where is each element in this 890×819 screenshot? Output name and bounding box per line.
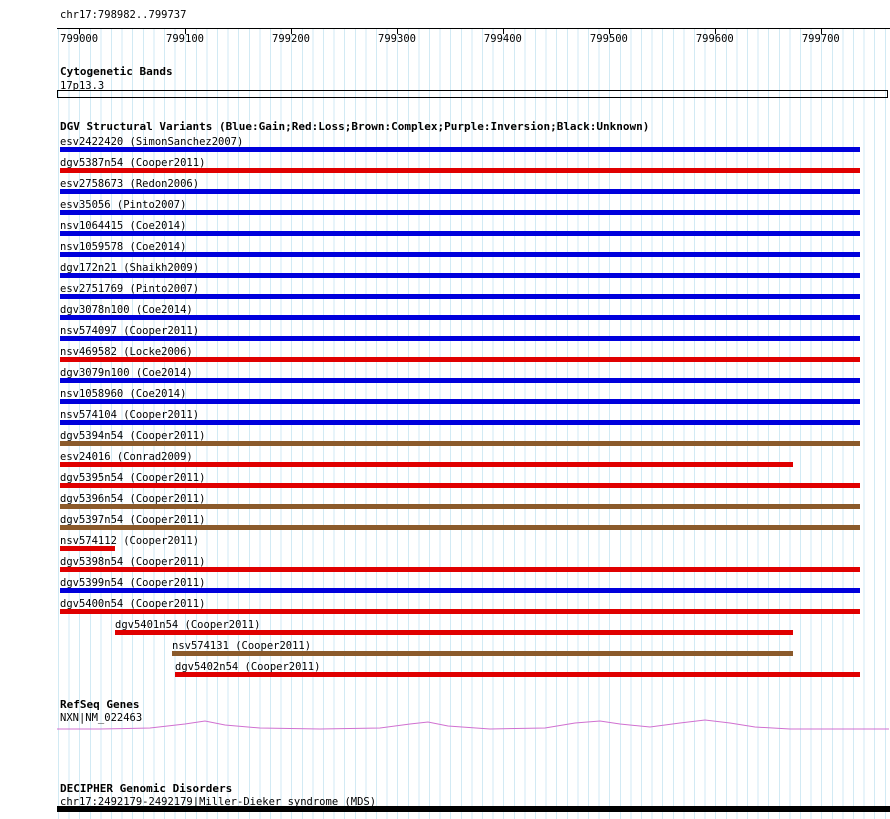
dgv-feature-label: dgv5402n54 (Cooper2011) <box>175 661 321 673</box>
cytoband-track-title: Cytogenetic Bands <box>60 65 173 78</box>
dgv-feature-bar[interactable] <box>60 294 860 299</box>
ruler-tick-label: 799600 <box>695 33 734 45</box>
dgv-feature-label: dgv3078n100 (Coe2014) <box>60 304 193 316</box>
ruler-tick-label: 799400 <box>483 33 522 45</box>
dgv-feature-bar[interactable] <box>60 252 860 257</box>
ruler-tick-label: 799500 <box>589 33 628 45</box>
ruler-tick <box>820 28 822 34</box>
decipher-feature-bar[interactable] <box>57 806 890 812</box>
dgv-feature-label: esv2422420 (SimonSanchez2007) <box>60 136 244 148</box>
dgv-feature-bar[interactable] <box>60 378 860 383</box>
dgv-feature-label: dgv5397n54 (Cooper2011) <box>60 514 206 526</box>
dgv-feature-bar[interactable] <box>172 651 793 656</box>
ruler-tick <box>185 28 186 34</box>
dgv-feature-label: nsv1058960 (Coe2014) <box>60 388 187 400</box>
ruler-tick-label: 799200 <box>272 33 310 45</box>
dgv-feature-label: dgv5400n54 (Cooper2011) <box>60 598 206 610</box>
dgv-feature-bar[interactable] <box>60 609 860 614</box>
ruler-tick <box>714 28 716 34</box>
dgv-feature-label: dgv5387n54 (Cooper2011) <box>60 157 206 169</box>
dgv-feature-label: nsv574104 (Cooper2011) <box>60 409 200 421</box>
ruler-tick-label: 799700 <box>801 33 840 45</box>
dgv-feature-label: esv2758673 (Redon2006) <box>60 178 200 190</box>
dgv-feature-label: dgv3079n100 (Coe2014) <box>60 367 193 379</box>
dgv-feature-bar[interactable] <box>60 504 860 509</box>
dgv-feature-bar[interactable] <box>60 336 860 341</box>
dgv-feature-bar[interactable] <box>175 672 860 677</box>
dgv-feature-label: dgv5398n54 (Cooper2011) <box>60 556 206 568</box>
ruler-tick <box>502 28 504 34</box>
dgv-feature-bar[interactable] <box>60 273 860 278</box>
dgv-feature-bar[interactable] <box>60 441 860 446</box>
dgv-feature-bar[interactable] <box>60 462 793 467</box>
dgv-feature-label: nsv1064415 (Coe2014) <box>60 220 187 232</box>
dgv-feature-bar[interactable] <box>60 588 860 593</box>
dgv-feature-label: esv24016 (Conrad2009) <box>60 451 193 463</box>
dgv-feature-bar[interactable] <box>60 315 860 320</box>
dgv-feature-label: esv35056 (Pinto2007) <box>60 199 187 211</box>
ruler-tick <box>397 28 398 34</box>
cytoband-glyph[interactable] <box>57 90 888 98</box>
dgv-feature-bar[interactable] <box>60 483 860 488</box>
dgv-feature-label: dgv5395n54 (Cooper2011) <box>60 472 206 484</box>
dgv-feature-bar[interactable] <box>60 399 860 404</box>
dgv-feature-bar[interactable] <box>60 210 860 215</box>
dgv-feature-bar[interactable] <box>60 546 115 551</box>
dgv-track-title: DGV Structural Variants (Blue:Gain;Red:L… <box>60 120 650 133</box>
decipher-feature-label: chr17:2492179-2492179|Miller-Dieker synd… <box>60 796 377 808</box>
decipher-track-title: DECIPHER Genomic Disorders <box>60 782 233 795</box>
dgv-feature-bar[interactable] <box>60 168 860 173</box>
ruler-tick-label: 799000 <box>60 33 99 45</box>
dgv-feature-bar[interactable] <box>115 630 793 635</box>
ruler-tick-label: 799300 <box>378 33 416 45</box>
dgv-feature-label: nsv574131 (Cooper2011) <box>172 640 312 652</box>
refseq-track-title: RefSeq Genes <box>60 698 140 711</box>
dgv-feature-label: nsv574097 (Cooper2011) <box>60 325 200 337</box>
ruler-line <box>57 28 890 29</box>
refseq-gene-label: NXN|NM_022463 <box>60 712 143 724</box>
dgv-feature-bar[interactable] <box>60 189 860 194</box>
dgv-feature-bar[interactable] <box>60 147 860 152</box>
dgv-feature-label: esv2751769 (Pinto2007) <box>60 283 200 295</box>
dgv-feature-label: dgv5399n54 (Cooper2011) <box>60 577 206 589</box>
dgv-feature-bar[interactable] <box>60 567 860 572</box>
dgv-feature-bar[interactable] <box>60 525 860 530</box>
ruler-tick <box>79 28 81 34</box>
dgv-feature-label: nsv1059578 (Coe2014) <box>60 241 187 253</box>
dgv-feature-label: dgv172n21 (Shaikh2009) <box>60 262 200 274</box>
dgv-feature-label: dgv5401n54 (Cooper2011) <box>115 619 261 631</box>
ruler-tick <box>291 28 292 34</box>
dgv-feature-label: nsv574112 (Cooper2011) <box>60 535 200 547</box>
dgv-feature-bar[interactable] <box>60 231 860 236</box>
dgv-feature-label: dgv5396n54 (Cooper2011) <box>60 493 206 505</box>
ruler-tick-label: 799100 <box>166 33 204 45</box>
dgv-feature-bar[interactable] <box>60 357 860 362</box>
dgv-feature-label: nsv469582 (Locke2006) <box>60 346 193 358</box>
ruler-tick <box>608 28 610 34</box>
region-label: chr17:798982..799737 <box>60 9 187 21</box>
cytoband-label: 17p13.3 <box>60 80 105 92</box>
dgv-feature-bar[interactable] <box>60 420 860 425</box>
dgv-feature-label: dgv5394n54 (Cooper2011) <box>60 430 206 442</box>
